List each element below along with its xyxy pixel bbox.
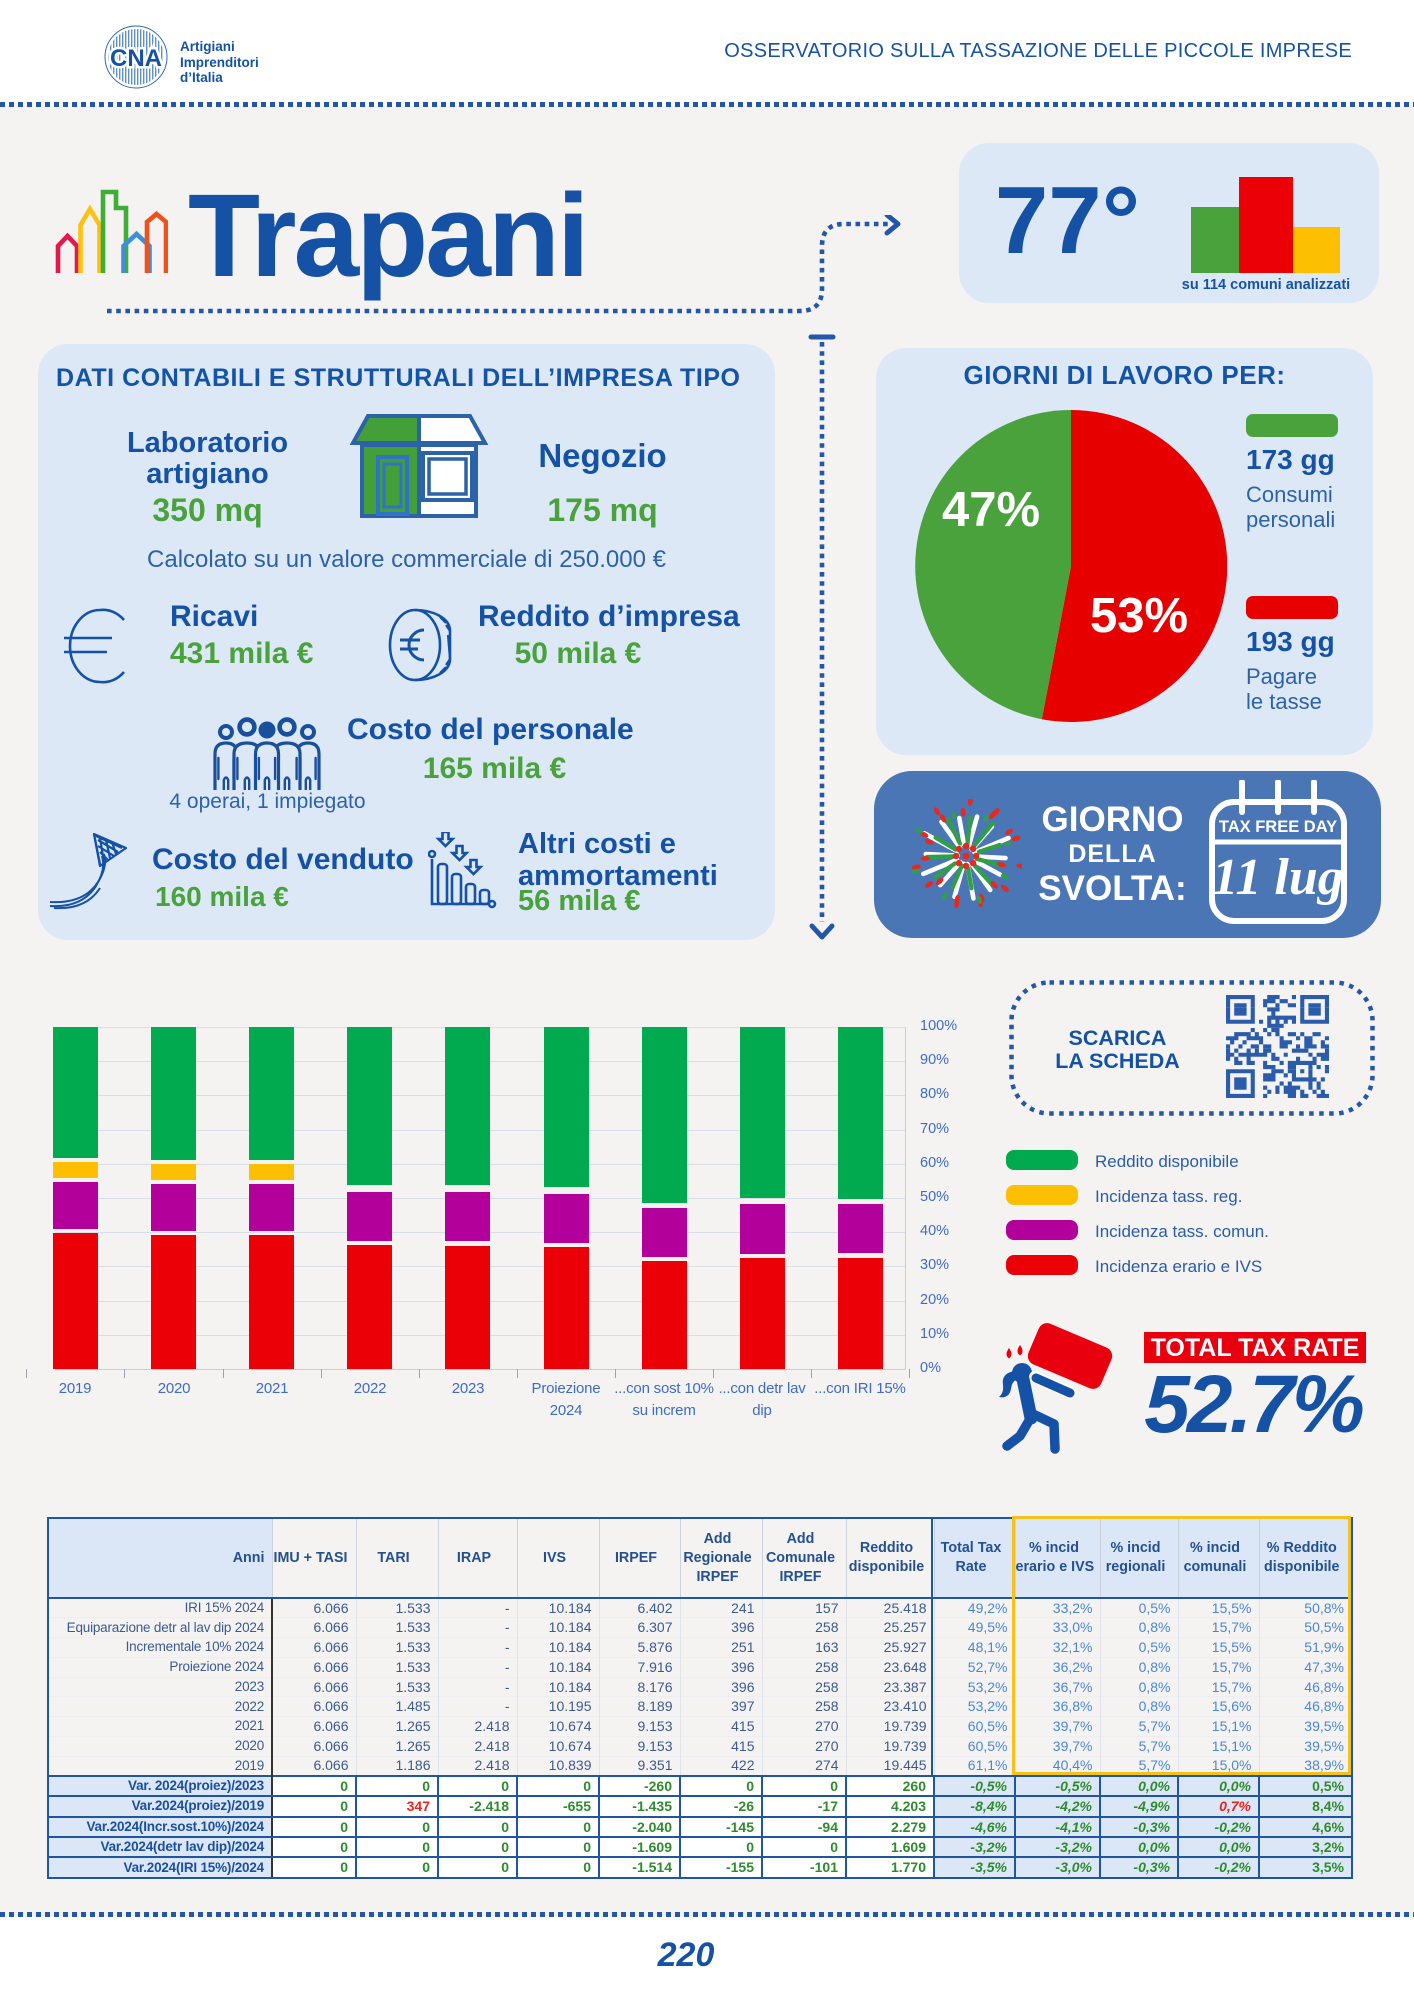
svg-text:11 lug: 11 lug bbox=[1212, 849, 1344, 906]
svg-text:CNA: CNA bbox=[110, 45, 162, 72]
svg-text:TAX FREE DAY: TAX FREE DAY bbox=[1219, 818, 1337, 836]
